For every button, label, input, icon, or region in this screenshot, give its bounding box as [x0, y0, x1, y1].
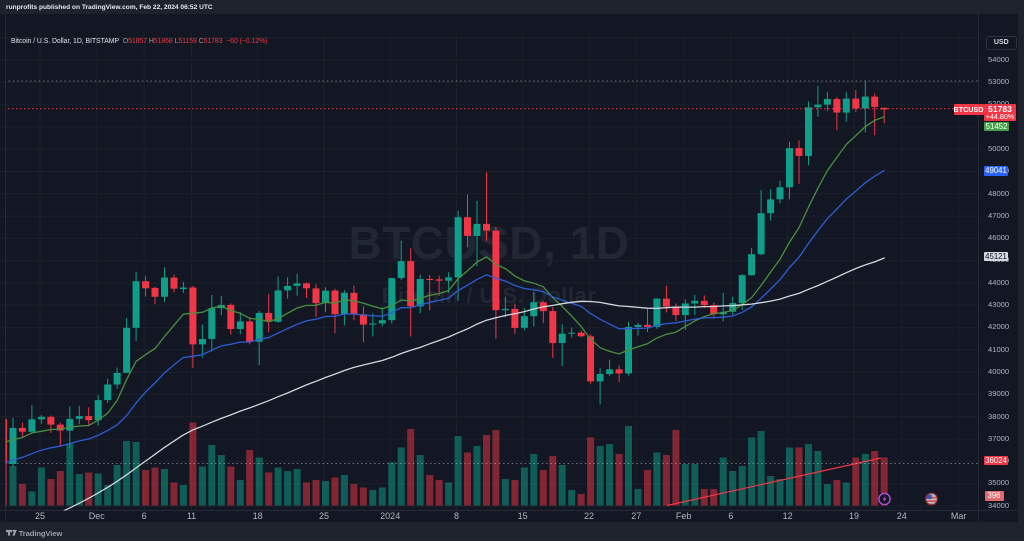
svg-text:TradingView: TradingView: [18, 529, 62, 538]
